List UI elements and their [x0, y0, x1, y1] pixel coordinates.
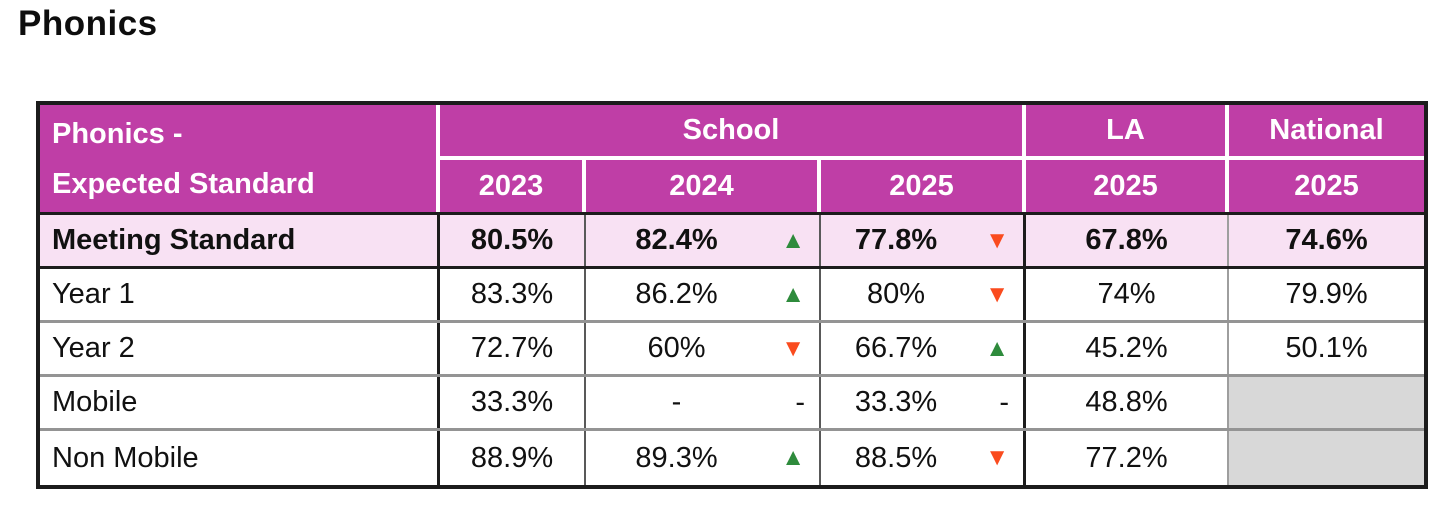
cell-value: 80%	[866, 278, 926, 310]
cell-value: 60%	[647, 332, 706, 364]
corner-header-line1: Phonics -	[52, 117, 183, 150]
table-row-year-2: Year 2 72.7% 60% ▼ 66.7% ▲ 45.2% 50.1%	[40, 323, 1424, 377]
value-cell-school-2023: 80.5%	[440, 215, 586, 266]
trend-down-icon: ▼	[781, 334, 805, 362]
year-header-school-2025: 2025	[821, 160, 1026, 212]
year-header-school-2024: 2024	[586, 160, 821, 212]
phonics-results-table: Phonics - Expected Standard School LA Na…	[36, 101, 1428, 489]
corner-header-line2: Expected Standard	[52, 167, 315, 200]
row-label: Year 1	[40, 269, 440, 320]
trend-dash: -	[999, 386, 1009, 418]
cell-value: 74%	[1097, 278, 1156, 310]
year-header-la-2025: 2025	[1026, 160, 1229, 212]
value-cell-national-2025: 79.9%	[1229, 269, 1424, 320]
trend-down-icon: ▼	[985, 280, 1009, 308]
page-title: Phonics	[18, 4, 158, 43]
value-cell-school-2024: --	[586, 377, 821, 428]
value-cell-school-2024: 82.4% ▲	[586, 215, 821, 266]
cell-value: 79.9%	[1285, 278, 1368, 310]
trend-dash: -	[795, 386, 805, 418]
column-group-la: LA	[1026, 105, 1229, 160]
cell-value: 33.3%	[854, 386, 938, 418]
value-cell-school-2023: 33.3%	[440, 377, 586, 428]
value-cell-school-2024: 86.2% ▲	[586, 269, 821, 320]
value-cell-national-2025: 50.1%	[1229, 323, 1424, 374]
year-header-school-2023: 2023	[440, 160, 586, 212]
row-label: Year 2	[40, 323, 440, 374]
trend-down-icon: ▼	[985, 226, 1009, 254]
cell-value: 80.5%	[470, 224, 554, 256]
value-cell-school-2024: 60% ▼	[586, 323, 821, 374]
value-cell-school-2025: 77.8% ▼	[821, 215, 1026, 266]
value-cell-school-2025: 33.3% -	[821, 377, 1026, 428]
table-row-meeting-standard: Meeting Standard 80.5% 82.4% ▲ 77.8% ▼ 67.…	[40, 215, 1424, 269]
cell-value: 88.9%	[470, 441, 554, 474]
value-cell-national-2025: 74.6%	[1229, 215, 1424, 266]
table-row-year-1: Year 1 83.3% 86.2% ▲ 80% ▼ 74% 79.9%	[40, 269, 1424, 323]
table-header: Phonics - Expected Standard School LA Na…	[40, 105, 1424, 215]
cell-value: 33.3%	[470, 386, 554, 418]
value-cell-school-2023: 88.9%	[440, 431, 586, 485]
cell-value: 83.3%	[470, 278, 554, 310]
value-cell-la-2025: 45.2%	[1026, 323, 1229, 374]
row-label: Non Mobile	[40, 431, 440, 485]
cell-value: 67.8%	[1085, 224, 1168, 256]
value-cell-school-2023: 83.3%	[440, 269, 586, 320]
trend-down-icon: ▼	[985, 444, 1009, 471]
corner-header-phonics-expected-standard: Phonics - Expected Standard	[40, 105, 440, 212]
cell-value: 77.2%	[1085, 441, 1168, 474]
empty-cell-national-2025	[1229, 377, 1424, 428]
row-label: Meeting Standard	[40, 215, 440, 266]
cell-value: 86.2%	[635, 278, 718, 310]
value-cell-school-2024: 89.3% ▲	[586, 431, 821, 485]
trend-up-icon: ▲	[781, 280, 805, 308]
cell-value: 48.8%	[1085, 386, 1168, 418]
year-header-national-2025: 2025	[1229, 160, 1424, 212]
cell-value: 89.3%	[635, 441, 718, 474]
row-label: Mobile	[40, 377, 440, 428]
cell-value: 66.7%	[854, 332, 938, 364]
cell-value: 72.7%	[470, 332, 554, 364]
cell-value: -	[671, 386, 682, 418]
value-cell-la-2025: 77.2%	[1026, 431, 1229, 485]
table-row-non-mobile: Non Mobile 88.9% 89.3% ▲ 88.5% ▼ 77.2%	[40, 431, 1424, 485]
column-group-national: National	[1229, 105, 1424, 160]
value-cell-school-2025: 88.5% ▼	[821, 431, 1026, 485]
cell-value: 88.5%	[854, 441, 938, 474]
value-cell-school-2025: 66.7% ▲	[821, 323, 1026, 374]
value-cell-la-2025: 48.8%	[1026, 377, 1229, 428]
cell-value: 45.2%	[1085, 332, 1168, 364]
value-cell-la-2025: 74%	[1026, 269, 1229, 320]
table-row-mobile: Mobile 33.3% -- 33.3% - 48.8%	[40, 377, 1424, 431]
column-group-school: School	[440, 105, 1026, 160]
empty-cell-national-2025	[1229, 431, 1424, 485]
trend-up-icon: ▲	[781, 226, 805, 254]
trend-up-icon: ▲	[985, 334, 1009, 362]
trend-up-icon: ▲	[781, 444, 805, 471]
value-cell-school-2025: 80% ▼	[821, 269, 1026, 320]
value-cell-school-2023: 72.7%	[440, 323, 586, 374]
cell-value: 50.1%	[1285, 332, 1368, 364]
cell-value: 77.8%	[854, 224, 938, 256]
value-cell-la-2025: 67.8%	[1026, 215, 1229, 266]
cell-value: 74.6%	[1285, 224, 1368, 256]
cell-value: 82.4%	[635, 224, 718, 256]
